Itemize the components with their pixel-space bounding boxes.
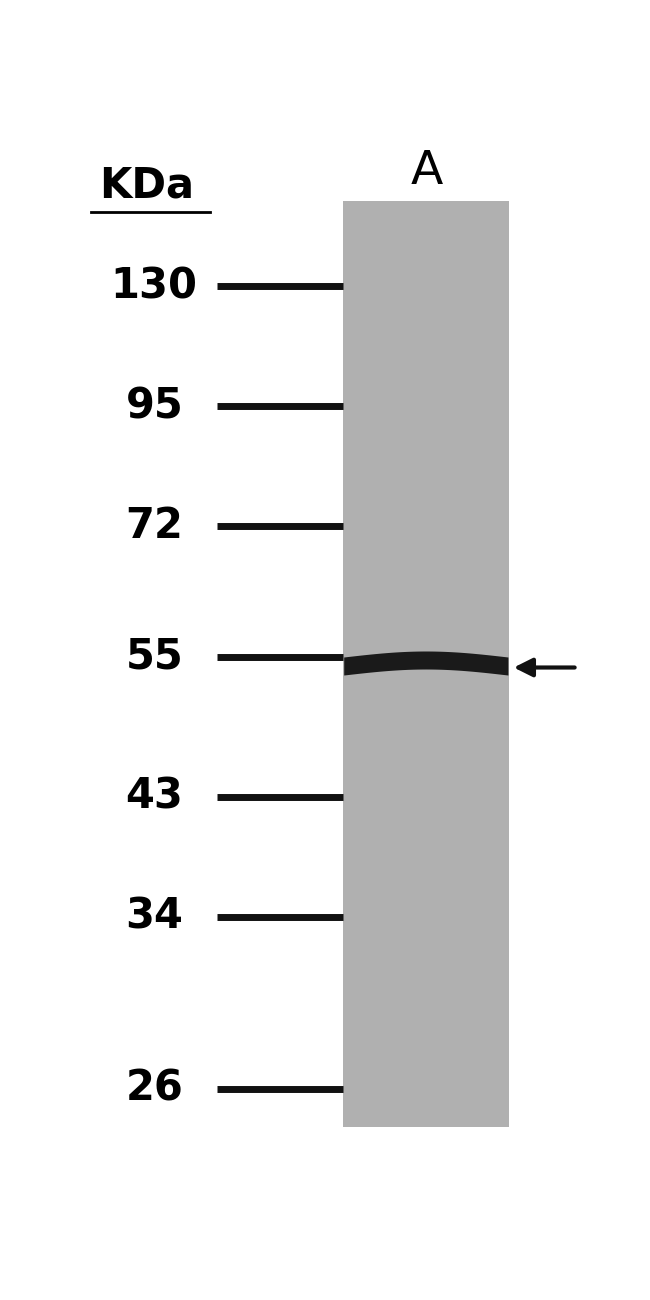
Polygon shape [344,651,508,676]
Text: 95: 95 [125,385,183,428]
Text: KDa: KDa [99,164,194,207]
Text: 26: 26 [125,1067,183,1110]
Text: 43: 43 [125,776,183,818]
Text: 130: 130 [111,265,198,307]
Text: 34: 34 [125,896,183,937]
Text: 55: 55 [125,636,183,677]
Text: 72: 72 [125,506,183,547]
Text: A: A [410,150,443,194]
Bar [343,202,510,1127]
